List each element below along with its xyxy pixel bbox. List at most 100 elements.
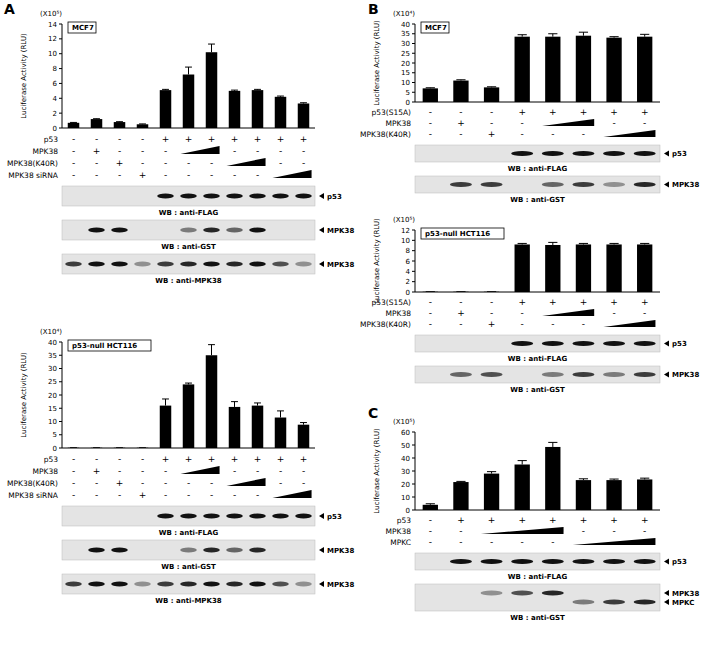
y-tick — [412, 497, 415, 498]
condition-label: MPK38 — [386, 309, 412, 318]
condition-sign: - — [187, 170, 190, 180]
condition-label: MPK38(K40R) — [7, 479, 58, 488]
dose-ramp — [573, 538, 656, 545]
band — [634, 599, 656, 604]
error-line — [522, 461, 523, 465]
band — [272, 547, 289, 552]
dose-ramp — [542, 309, 594, 316]
error-bar — [300, 423, 307, 425]
error-cap — [254, 89, 261, 90]
band — [157, 547, 174, 552]
y-tick-label: 40 — [48, 339, 57, 347]
band — [249, 193, 266, 198]
y-tick — [412, 250, 415, 251]
chart-3: (X10⁵)Luciferase Activity (RLU)024681012… — [360, 216, 699, 394]
condition-sign: - — [256, 466, 259, 476]
dose-ramp — [603, 320, 655, 327]
band-arrow — [319, 193, 324, 199]
error-cap — [456, 79, 465, 80]
y-tick — [412, 432, 415, 433]
condition-sign: - — [490, 107, 493, 117]
error-bar — [640, 478, 649, 479]
condition-sign: + — [93, 146, 101, 156]
condition-label: MPK38 — [386, 119, 412, 128]
error-cap — [487, 86, 496, 87]
band-label: MPK38 — [672, 371, 699, 379]
y-tick-label: 50 — [401, 442, 410, 450]
condition-sign: + — [549, 515, 557, 525]
error-cap — [300, 422, 307, 423]
bar — [423, 505, 438, 510]
condition-sign: + — [277, 454, 285, 464]
y-tick — [412, 33, 415, 34]
band — [111, 193, 128, 198]
y-axis-title: Luciferase Activity (RLU) — [373, 428, 381, 514]
band — [226, 261, 243, 266]
bar — [229, 407, 241, 448]
dose-ramp — [180, 466, 219, 474]
y-tick-label: 35 — [48, 352, 57, 360]
band — [203, 513, 220, 518]
band — [272, 581, 289, 586]
condition-sign: - — [551, 537, 554, 547]
error-cap — [456, 291, 465, 292]
error-bar — [231, 402, 238, 407]
cell-line-label: p53-null HCT116 — [72, 342, 137, 350]
condition-sign: - — [72, 134, 75, 144]
y-tick-label: 14 — [48, 21, 57, 29]
blot-label: WB : anti-MPK38 — [155, 277, 221, 285]
band — [419, 182, 441, 187]
band — [634, 372, 656, 377]
plot-area — [423, 242, 653, 292]
error-bar — [640, 34, 649, 36]
y-axis — [62, 24, 63, 128]
error-cap — [162, 398, 169, 399]
condition-label: MPK38 — [386, 527, 412, 536]
y-tick — [59, 83, 62, 84]
band — [88, 513, 105, 518]
condition-sign: - — [643, 526, 646, 536]
y-tick-label: 2 — [406, 278, 410, 286]
condition-sign: - — [551, 129, 554, 139]
cell-line-label: MCF7 — [72, 24, 94, 32]
y-tick — [412, 102, 415, 103]
condition-label: MPK38 — [33, 147, 59, 156]
band — [157, 261, 174, 266]
y-tick — [59, 381, 62, 382]
band — [603, 372, 625, 377]
y-tick-label: 2 — [53, 110, 57, 118]
error-line — [583, 32, 584, 36]
error-bar — [300, 102, 307, 104]
error-bar — [609, 36, 618, 38]
band — [203, 547, 220, 552]
bar — [298, 103, 310, 128]
error-bar — [487, 291, 496, 292]
error-line — [165, 399, 166, 406]
y-tick-label: 30 — [401, 468, 410, 476]
bar — [606, 38, 621, 102]
error-bar — [162, 89, 169, 91]
y-tick — [412, 292, 415, 293]
condition-sign: - — [459, 297, 462, 307]
y-tick-label: 20 — [401, 481, 410, 489]
condition-sign: - — [256, 170, 259, 180]
condition-sign: - — [429, 526, 432, 536]
blot — [62, 254, 315, 274]
condition-sign: + — [254, 454, 262, 464]
bar — [637, 479, 652, 510]
band-label: p53 — [327, 513, 342, 521]
error-bar — [139, 123, 146, 124]
condition-sign: - — [118, 170, 121, 180]
bar — [275, 97, 287, 128]
y-tick-label: 4 — [53, 95, 58, 103]
error-cap — [609, 243, 618, 244]
cell-line-box — [68, 22, 96, 33]
error-cap — [70, 447, 77, 448]
condition-sign: - — [210, 490, 213, 500]
condition-sign: + — [231, 454, 239, 464]
bar — [637, 244, 652, 292]
y-tick — [412, 445, 415, 446]
band — [542, 559, 564, 564]
condition-sign: - — [95, 158, 98, 168]
blot-label: WB : anti-FLAG — [159, 209, 219, 217]
